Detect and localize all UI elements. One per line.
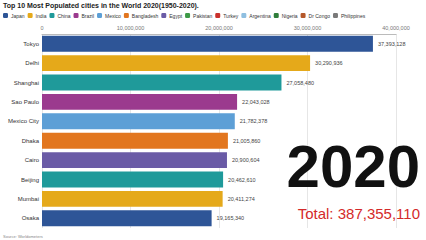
svg-text:China: China — [57, 13, 70, 19]
svg-text:Mexico: Mexico — [105, 13, 121, 19]
svg-text:Beijing: Beijing — [21, 177, 39, 183]
svg-text:Japan: Japan — [11, 13, 25, 19]
svg-text:Turkey: Turkey — [223, 13, 239, 19]
svg-text:21,782,378: 21,782,378 — [240, 118, 268, 124]
svg-text:21,005,860: 21,005,860 — [233, 138, 261, 144]
svg-text:Cairo: Cairo — [25, 157, 40, 163]
svg-text:Tokyo: Tokyo — [23, 41, 39, 47]
svg-text:20,900,604: 20,900,604 — [232, 157, 260, 163]
svg-text:0: 0 — [40, 25, 43, 31]
svg-text:40,000,000: 40,000,000 — [382, 25, 410, 31]
svg-text:Dr Congo: Dr Congo — [309, 13, 331, 19]
svg-text:Delhi: Delhi — [25, 60, 39, 66]
svg-text:Nigeria: Nigeria — [282, 13, 298, 19]
svg-text:Brazil: Brazil — [82, 13, 95, 19]
svg-text:30,000,000: 30,000,000 — [294, 25, 322, 31]
svg-text:Shanghai: Shanghai — [14, 80, 39, 86]
svg-text:22,043,028: 22,043,028 — [242, 99, 270, 105]
svg-text:Philippines: Philippines — [341, 13, 366, 19]
svg-text:Egypt: Egypt — [169, 13, 182, 19]
svg-text:Top 10 Most Populated cities i: Top 10 Most Populated cities in the Worl… — [3, 2, 199, 10]
svg-text:Source: Worldometers: Source: Worldometers — [3, 234, 43, 239]
svg-text:37,393,128: 37,393,128 — [378, 41, 406, 47]
svg-text:Sao Paulo: Sao Paulo — [11, 99, 39, 105]
svg-text:30,290,936: 30,290,936 — [315, 60, 343, 66]
svg-text:2020: 2020 — [287, 133, 420, 200]
svg-text:Mumbai: Mumbai — [18, 196, 39, 202]
svg-text:Total: 387,355,110: Total: 387,355,110 — [298, 205, 420, 222]
svg-text:27,058,480: 27,058,480 — [286, 80, 314, 86]
svg-text:Osaka: Osaka — [22, 215, 40, 221]
svg-text:10,000,000: 10,000,000 — [117, 25, 145, 31]
svg-text:Bangladesh: Bangladesh — [132, 13, 159, 19]
svg-text:19,165,340: 19,165,340 — [217, 215, 245, 221]
svg-text:20,411,274: 20,411,274 — [228, 196, 255, 202]
svg-text:20,000,000: 20,000,000 — [205, 25, 233, 31]
svg-text:India: India — [36, 13, 47, 19]
svg-text:Pakistan: Pakistan — [193, 13, 212, 19]
svg-text:Argentina: Argentina — [249, 13, 271, 19]
svg-text:20,462,610: 20,462,610 — [228, 177, 256, 183]
svg-text:Dhaka: Dhaka — [22, 138, 40, 144]
svg-text:Mexico City: Mexico City — [8, 118, 39, 124]
